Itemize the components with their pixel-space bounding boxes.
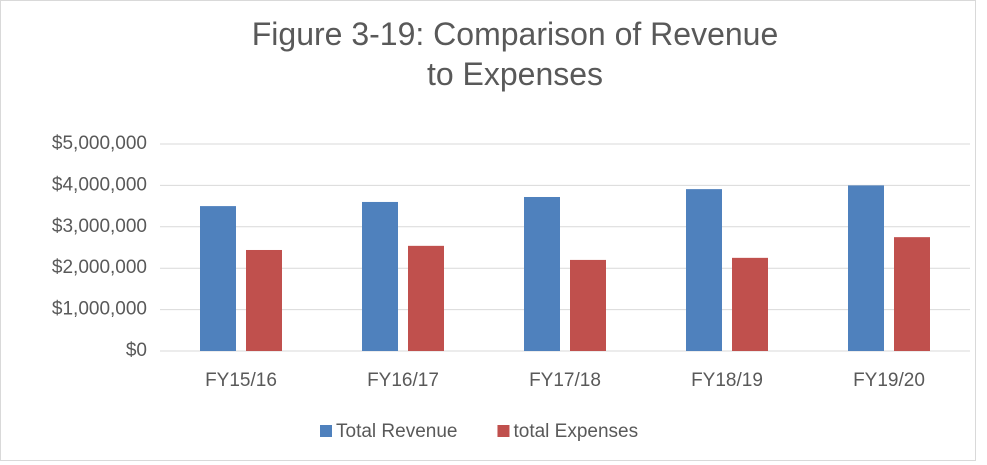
y-tick-label: $4,000,000 [52,174,147,195]
y-tick-label: $5,000,000 [52,133,147,154]
y-tick-label: $3,000,000 [52,216,147,237]
bar [848,185,884,351]
x-tick-label: FY17/18 [529,370,601,391]
legend-swatch [320,425,332,437]
bar [362,201,398,351]
bar [246,249,282,351]
x-tick-label: FY18/19 [691,370,763,391]
x-tick-label: FY15/16 [205,370,277,391]
bar [894,237,930,351]
y-tick-label: $0 [126,340,147,361]
bar [524,196,560,351]
bar [732,257,768,351]
bar [686,189,722,351]
bar [570,259,606,351]
bar [200,206,236,351]
legend-swatch [497,425,510,437]
x-tick-label: FY16/17 [367,370,439,391]
chart-title: Figure 3-19: Comparison of Revenue to Ex… [251,16,779,92]
y-tick-label: $1,000,000 [52,299,147,320]
x-tick-label: FY19/20 [853,370,925,391]
legend-label: Total Revenue [336,421,457,442]
legend-label: total Expenses [513,421,638,442]
bar [408,245,444,351]
y-tick-label: $2,000,000 [52,257,147,278]
